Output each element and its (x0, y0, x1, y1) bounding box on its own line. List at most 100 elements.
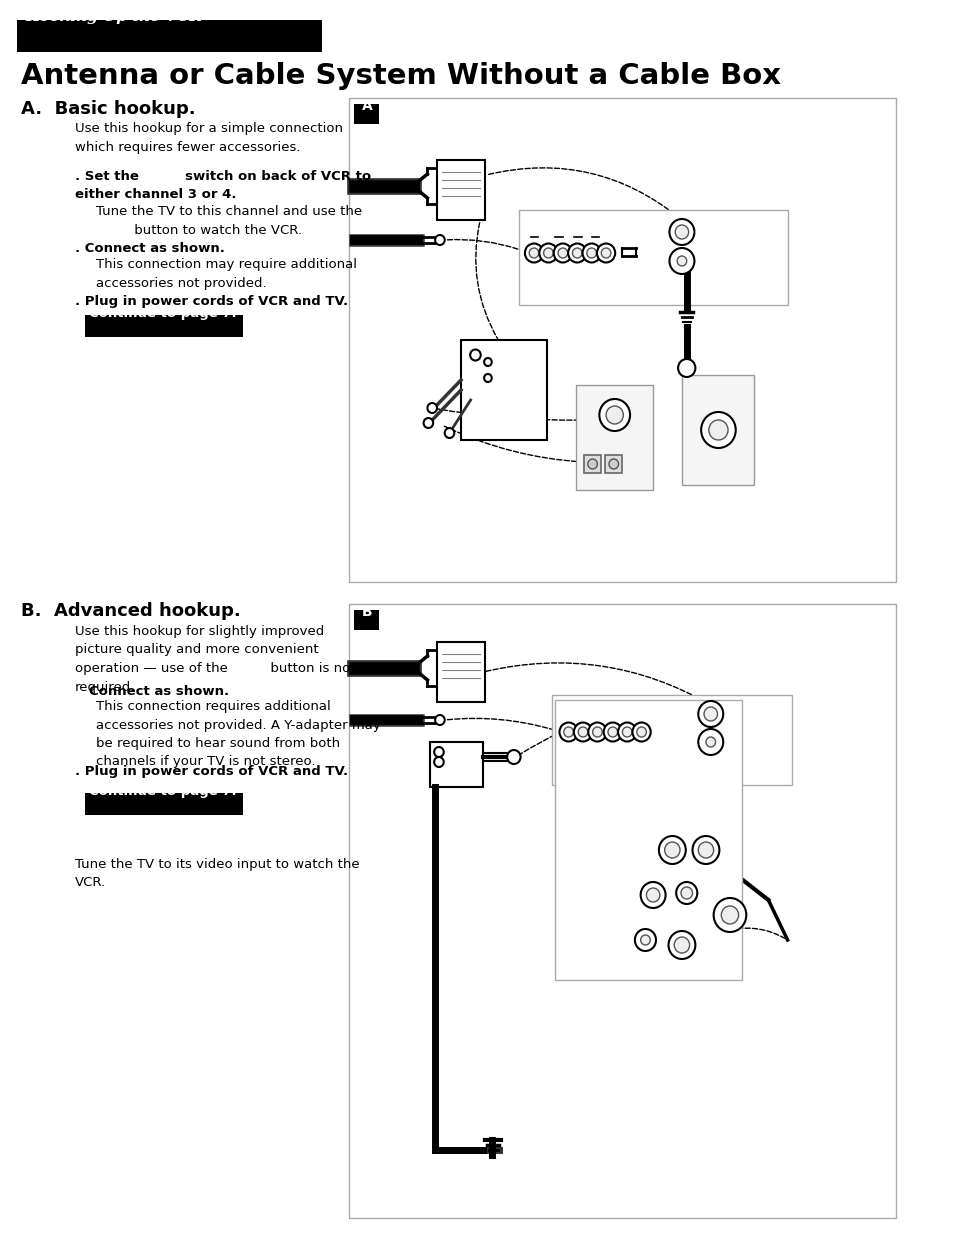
Circle shape (587, 459, 597, 469)
Text: This connection may require additional
accessories not provided.: This connection may require additional a… (96, 258, 356, 289)
Circle shape (529, 248, 538, 258)
Circle shape (677, 256, 686, 266)
Circle shape (568, 243, 586, 263)
Circle shape (640, 882, 665, 908)
Circle shape (423, 417, 433, 429)
Circle shape (592, 727, 601, 737)
Text: Hooking Up the VCR: Hooking Up the VCR (25, 10, 202, 23)
Circle shape (659, 836, 685, 864)
Circle shape (664, 842, 679, 858)
Text: Tune the TV to its video input to watch the
VCR.: Tune the TV to its video input to watch … (75, 858, 359, 889)
Bar (552, 695, 792, 785)
Circle shape (607, 727, 617, 737)
Bar (85, 793, 243, 815)
Circle shape (621, 727, 631, 737)
Bar (460, 340, 547, 440)
Circle shape (597, 243, 615, 263)
Bar (85, 315, 243, 337)
Circle shape (700, 412, 735, 448)
Bar (430, 742, 482, 787)
Circle shape (434, 757, 443, 767)
Circle shape (563, 727, 573, 737)
Circle shape (675, 225, 688, 240)
Circle shape (483, 358, 491, 366)
Circle shape (676, 882, 697, 904)
Text: B.  Advanced hookup.: B. Advanced hookup. (21, 601, 240, 620)
Circle shape (640, 935, 650, 945)
Circle shape (586, 248, 596, 258)
Text: . Connect as shown.: . Connect as shown. (75, 242, 225, 254)
Circle shape (598, 399, 629, 431)
Circle shape (678, 359, 695, 377)
Circle shape (603, 722, 621, 741)
Circle shape (705, 737, 715, 747)
Circle shape (588, 722, 606, 741)
Circle shape (558, 722, 578, 741)
Circle shape (578, 727, 587, 737)
Circle shape (632, 722, 650, 741)
Circle shape (543, 248, 553, 258)
Bar (583, 454, 600, 473)
Circle shape (646, 888, 659, 902)
Bar (348, 604, 895, 1218)
Circle shape (538, 243, 557, 263)
Bar (681, 375, 753, 485)
Circle shape (637, 727, 646, 737)
Bar (355, 610, 379, 630)
Circle shape (434, 747, 443, 757)
Circle shape (674, 937, 689, 953)
Circle shape (435, 235, 444, 245)
Circle shape (608, 459, 618, 469)
Circle shape (698, 701, 722, 727)
Circle shape (605, 406, 622, 424)
Circle shape (669, 219, 694, 245)
Text: Use this hookup for a simple connection
which requires fewer accessories.: Use this hookup for a simple connection … (75, 122, 342, 153)
Circle shape (524, 243, 542, 263)
Bar (348, 98, 895, 582)
Circle shape (600, 248, 610, 258)
Circle shape (572, 248, 581, 258)
Text: B: B (361, 605, 372, 619)
Bar (576, 385, 653, 490)
Circle shape (713, 898, 745, 932)
Text: Tune the TV to this channel and use the
         button to watch the VCR.: Tune the TV to this channel and use the … (96, 205, 362, 236)
Circle shape (470, 350, 480, 361)
Bar (436, 161, 484, 220)
Text: A.  Basic hookup.: A. Basic hookup. (21, 100, 195, 119)
Circle shape (692, 836, 719, 864)
Circle shape (669, 248, 694, 274)
Text: Continue to page 7.: Continue to page 7. (90, 785, 237, 798)
Bar (355, 104, 379, 124)
Circle shape (703, 706, 717, 721)
Circle shape (582, 243, 600, 263)
Circle shape (698, 729, 722, 755)
Text: . Set the          switch on back of VCR to
either channel 3 or 4.: . Set the switch on back of VCR to eithe… (75, 170, 371, 201)
Circle shape (483, 374, 491, 382)
Circle shape (553, 243, 572, 263)
Circle shape (720, 906, 738, 924)
Circle shape (668, 931, 695, 960)
Circle shape (680, 887, 692, 899)
Circle shape (427, 403, 436, 412)
Circle shape (634, 929, 656, 951)
Bar (17, 20, 321, 52)
Bar (604, 454, 621, 473)
Text: Connect as shown.: Connect as shown. (90, 685, 230, 698)
Circle shape (574, 722, 592, 741)
Text: This connection requires additional
accessories not provided. A Y-adapter may
be: This connection requires additional acce… (96, 700, 380, 768)
Circle shape (507, 750, 520, 764)
Bar (436, 642, 484, 701)
Text: . Plug in power cords of VCR and TV.: . Plug in power cords of VCR and TV. (75, 295, 348, 308)
Circle shape (618, 722, 636, 741)
Circle shape (698, 842, 713, 858)
Text: Continue to page 7.: Continue to page 7. (90, 308, 237, 320)
Bar (518, 210, 787, 305)
Text: Use this hookup for slightly improved
picture quality and more convenient
operat: Use this hookup for slightly improved pi… (75, 625, 355, 694)
Bar (555, 700, 741, 981)
Circle shape (435, 715, 444, 725)
Text: Antenna or Cable System Without a Cable Box: Antenna or Cable System Without a Cable … (21, 62, 781, 90)
Circle shape (444, 429, 454, 438)
Circle shape (558, 248, 567, 258)
Circle shape (708, 420, 727, 440)
Text: . Plug in power cords of VCR and TV.: . Plug in power cords of VCR and TV. (75, 764, 348, 778)
